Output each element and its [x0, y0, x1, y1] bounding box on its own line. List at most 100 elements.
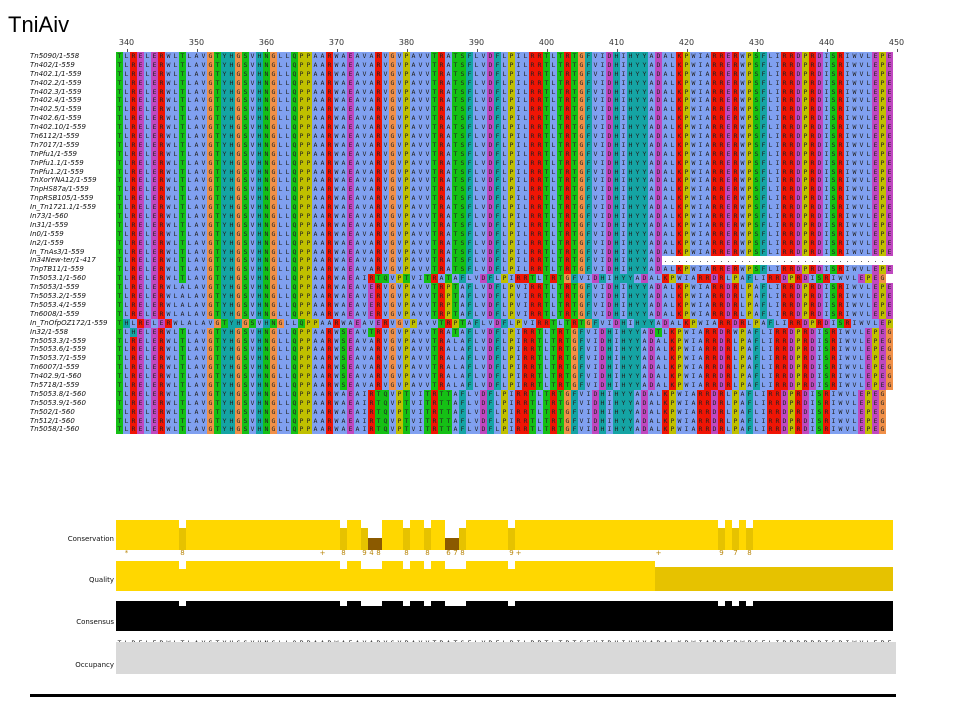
sequence-name[interactable]: In73/1-560 [30, 212, 69, 221]
residue: I [613, 372, 620, 381]
sequence-name[interactable]: Tn402.6/1-559 [30, 114, 82, 123]
sequence-name[interactable]: In_Tn1721.1/1-559 [30, 203, 96, 212]
sequence-name[interactable]: TnPfu1.2/1-559 [30, 167, 84, 176]
residue: D [655, 114, 662, 124]
sequence-name[interactable]: Tn6008/1-559 [30, 309, 80, 318]
residue: T [214, 247, 221, 257]
sequence-name[interactable]: TnPfu1.1/1-559 [30, 158, 84, 167]
sequence-name[interactable]: Tn512/1-560 [30, 416, 75, 425]
sequence-name[interactable]: TnpHS87a/1-559 [30, 185, 89, 194]
residue: T [557, 87, 564, 97]
sequence-name[interactable]: In_TnOfpOZ172/1-559 [30, 318, 108, 327]
sequence-name[interactable]: Tn402.2/1-559 [30, 78, 82, 87]
sequence-name[interactable]: Tn502/1-560 [30, 407, 75, 416]
residue: A [641, 363, 648, 373]
sequence-name[interactable]: Tn5053.1/1-560 [30, 274, 86, 283]
sequence-name[interactable]: Tn5718/1-559 [30, 380, 80, 389]
sequence-name[interactable]: TnpTB11/1-559 [30, 265, 84, 274]
sequence-name[interactable]: In32/1-558 [30, 327, 69, 336]
sequence-name[interactable]: Tn5053.9/1-560 [30, 398, 86, 407]
sequence-name[interactable]: Tn402/1-559 [30, 60, 75, 69]
residue: V [480, 265, 487, 275]
sequence-name[interactable]: In_TnAs3/1-559 [30, 247, 85, 256]
sequence-name[interactable]: Tn5053.8/1-560 [30, 389, 86, 398]
sequence-name[interactable]: Tn5090/1-558 [30, 52, 80, 60]
sequence-name[interactable]: Tn402.4/1-559 [30, 96, 82, 105]
sequence-name[interactable]: Tn5053.7/1-559 [30, 354, 86, 363]
sequence-name[interactable]: In34New-ter/1-417 [30, 256, 96, 265]
sequence-name[interactable]: Tn402.3/1-559 [30, 87, 82, 96]
sequence-name[interactable]: Tn5053.2/1-559 [30, 292, 86, 301]
sequence-name[interactable]: In2/1-559 [30, 238, 64, 247]
sequence-name[interactable]: In0/1-559 [30, 229, 64, 238]
sequence-name[interactable]: TnXorYNA12/1-559 [30, 176, 97, 185]
sequence-name[interactable]: TnPfu1/1-559 [30, 149, 77, 158]
residue: K [676, 176, 683, 186]
sequence-name[interactable]: Tn5053.4/1-559 [30, 300, 86, 309]
residue: L [123, 363, 130, 373]
residue: Y [221, 203, 228, 213]
residue: L [494, 398, 501, 408]
residue: H [627, 158, 634, 168]
sequence-name[interactable]: Tn402.10/1-559 [30, 123, 86, 132]
sequence-name[interactable]: Tn6112/1-559 [30, 132, 80, 141]
residue: P [305, 398, 312, 408]
sequence-name[interactable]: In31/1-559 [30, 220, 69, 229]
sequence-name[interactable]: Tn6007/1-559 [30, 363, 80, 372]
sequence-name[interactable]: Tn5053.6/1-559 [30, 345, 86, 354]
sequence-name[interactable]: Tn402.1/1-559 [30, 69, 82, 78]
residue: R [781, 220, 788, 230]
sequence-name[interactable]: Tn402.9/1-560 [30, 372, 82, 381]
sequence-name[interactable]: Tn5053.3/1-559 [30, 336, 86, 345]
sequence-name[interactable]: TnpRSB105/1-559 [30, 194, 94, 203]
sequence-name[interactable]: Tn5053/1-559 [30, 283, 80, 292]
sequence-name[interactable]: Tn7017/1-559 [30, 140, 80, 149]
sequence-name[interactable]: Tn5058/1-560 [30, 425, 80, 434]
sequence-name[interactable]: Tn402.5/1-559 [30, 105, 82, 114]
